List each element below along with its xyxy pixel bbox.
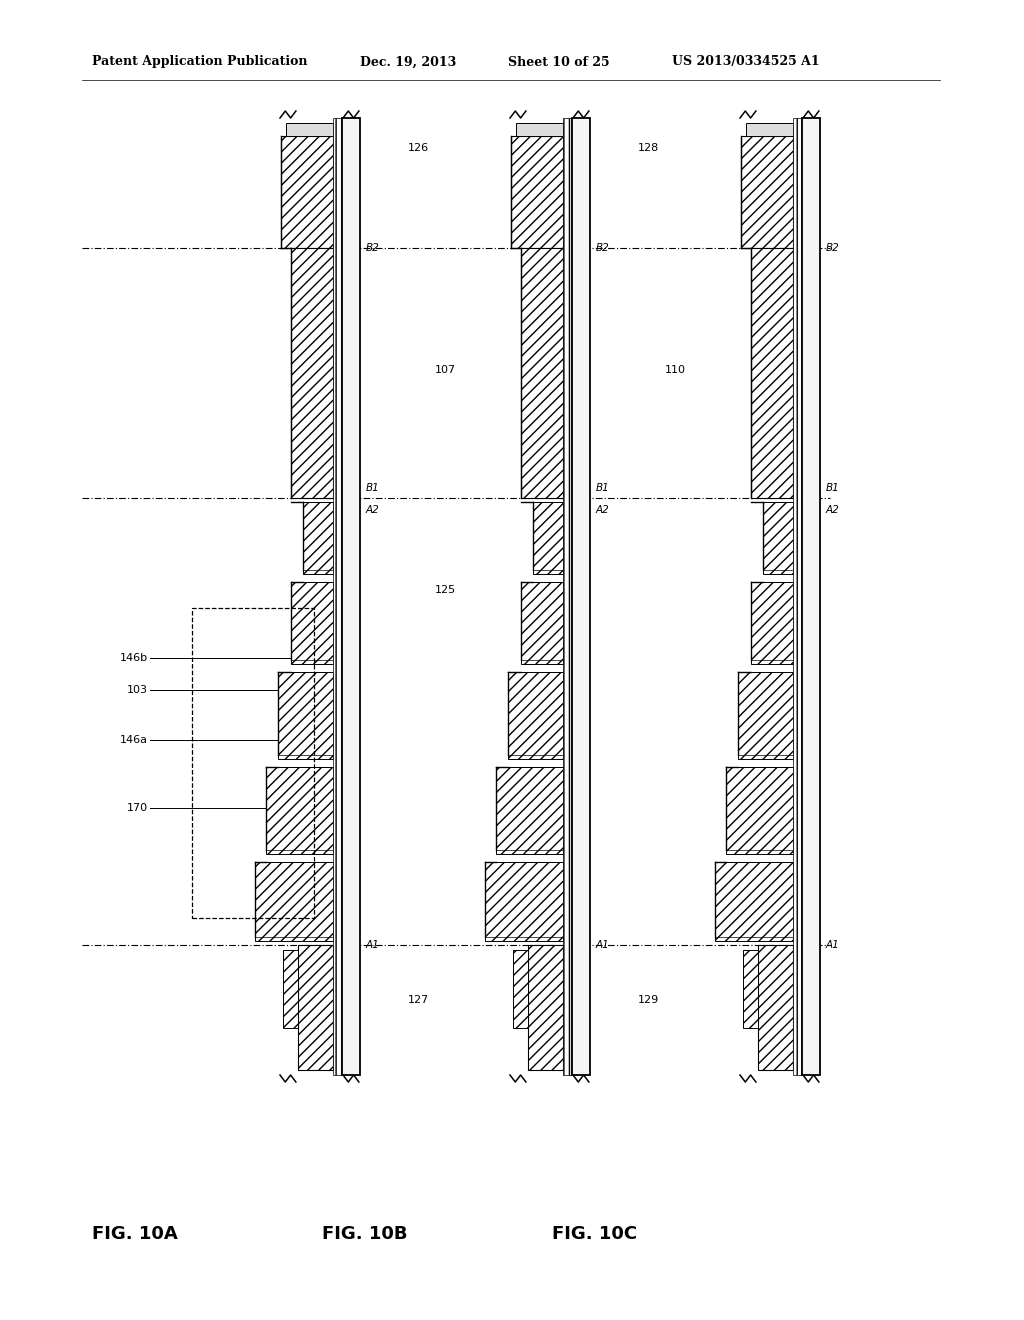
Bar bbox=[278, 672, 333, 759]
Bar bbox=[563, 117, 571, 1074]
Bar bbox=[513, 950, 528, 1028]
Text: B1: B1 bbox=[596, 483, 609, 492]
Text: A2: A2 bbox=[596, 506, 609, 515]
Text: 107: 107 bbox=[435, 366, 456, 375]
Text: Sheet 10 of 25: Sheet 10 of 25 bbox=[508, 55, 609, 69]
Bar bbox=[283, 950, 298, 1028]
Bar bbox=[333, 117, 341, 1074]
Text: A1: A1 bbox=[366, 940, 380, 950]
Bar bbox=[496, 767, 563, 854]
Bar bbox=[516, 123, 563, 136]
Bar bbox=[741, 136, 793, 248]
Bar bbox=[751, 248, 793, 498]
Bar bbox=[751, 582, 793, 664]
Bar bbox=[802, 117, 820, 1074]
Bar bbox=[763, 502, 793, 574]
Bar bbox=[715, 862, 793, 941]
Text: 128: 128 bbox=[638, 143, 659, 153]
Text: B1: B1 bbox=[826, 483, 840, 492]
Bar bbox=[342, 117, 360, 1074]
Text: FIG. 10B: FIG. 10B bbox=[322, 1225, 408, 1243]
Bar bbox=[726, 767, 793, 854]
Bar bbox=[534, 502, 563, 574]
Bar bbox=[193, 609, 314, 917]
Bar bbox=[281, 136, 333, 248]
Text: FIG. 10A: FIG. 10A bbox=[92, 1225, 178, 1243]
Bar bbox=[485, 862, 563, 941]
Text: 110: 110 bbox=[665, 366, 686, 375]
Bar bbox=[508, 672, 563, 759]
Text: B2: B2 bbox=[366, 243, 380, 253]
Bar bbox=[286, 123, 333, 136]
Bar bbox=[303, 502, 333, 574]
Bar bbox=[738, 672, 793, 759]
Text: B2: B2 bbox=[826, 243, 840, 253]
Bar bbox=[298, 945, 333, 1071]
Bar bbox=[521, 248, 563, 498]
Bar bbox=[521, 582, 563, 664]
Text: A2: A2 bbox=[366, 506, 380, 515]
Bar bbox=[266, 767, 333, 854]
Bar bbox=[746, 123, 793, 136]
Text: Dec. 19, 2013: Dec. 19, 2013 bbox=[360, 55, 457, 69]
Bar bbox=[758, 945, 793, 1071]
Text: US 2013/0334525 A1: US 2013/0334525 A1 bbox=[672, 55, 819, 69]
Text: 126: 126 bbox=[408, 143, 429, 153]
Text: 125: 125 bbox=[435, 585, 456, 595]
Text: Patent Application Publication: Patent Application Publication bbox=[92, 55, 307, 69]
Text: A2: A2 bbox=[826, 506, 840, 515]
Bar bbox=[743, 950, 758, 1028]
Bar bbox=[291, 582, 333, 664]
Text: 127: 127 bbox=[408, 995, 429, 1005]
Text: B1: B1 bbox=[366, 483, 380, 492]
Bar bbox=[255, 862, 333, 941]
Text: 146a: 146a bbox=[120, 735, 148, 744]
Text: 146b: 146b bbox=[120, 653, 148, 663]
Bar bbox=[572, 117, 590, 1074]
Bar bbox=[528, 945, 563, 1071]
Bar bbox=[511, 136, 563, 248]
Text: A1: A1 bbox=[826, 940, 840, 950]
Text: 170: 170 bbox=[127, 803, 148, 813]
Text: A1: A1 bbox=[596, 940, 609, 950]
Bar bbox=[793, 117, 801, 1074]
Text: FIG. 10C: FIG. 10C bbox=[552, 1225, 637, 1243]
Bar bbox=[291, 248, 333, 498]
Text: 103: 103 bbox=[127, 685, 148, 696]
Text: 129: 129 bbox=[638, 995, 659, 1005]
Text: B2: B2 bbox=[596, 243, 609, 253]
